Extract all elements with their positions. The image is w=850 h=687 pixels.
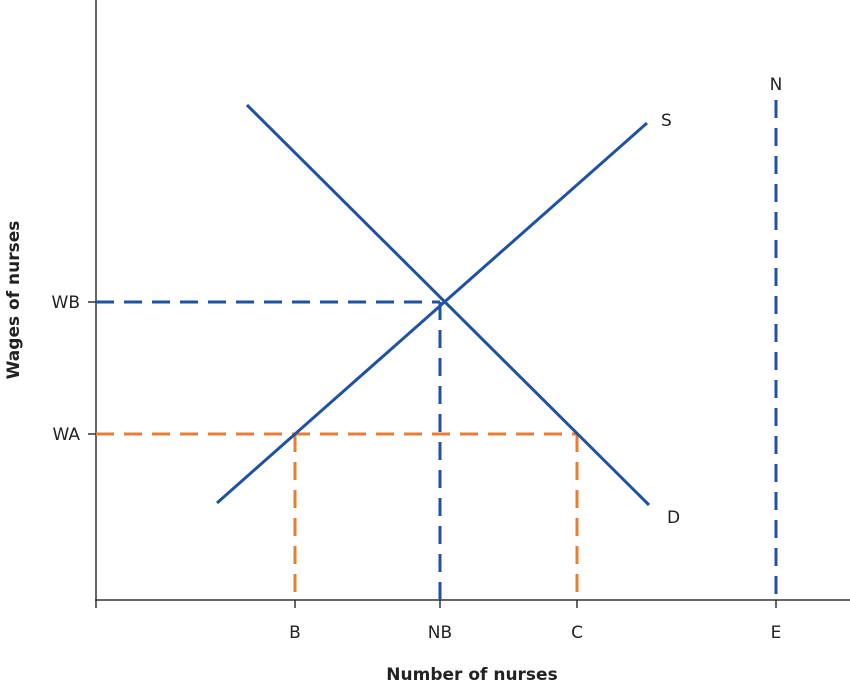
supply-label: S [661,111,672,131]
demand-label: D [667,508,680,528]
n-label: N [770,75,783,95]
x-tick-label: B [289,623,301,643]
supply-line [216,121,648,505]
y-tick-label: WB [52,293,80,313]
tick-marks [88,301,777,608]
x-axis-title: Number of nurses [386,665,557,685]
demand-line [245,103,651,507]
y-axis-title: Wages of nurses [4,221,24,380]
x-tick-label: C [571,623,583,643]
x-tick-label: E [771,623,782,643]
x-tick-label: NB [428,623,452,643]
y-tick-label: WA [52,425,80,445]
